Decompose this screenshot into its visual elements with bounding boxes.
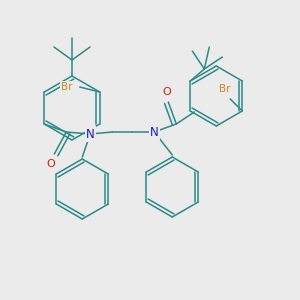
Text: O: O	[162, 87, 171, 97]
Text: N: N	[150, 125, 159, 139]
Text: Br: Br	[218, 84, 230, 94]
Text: N: N	[86, 128, 95, 140]
Text: O: O	[46, 159, 55, 169]
Text: Br: Br	[61, 82, 73, 92]
